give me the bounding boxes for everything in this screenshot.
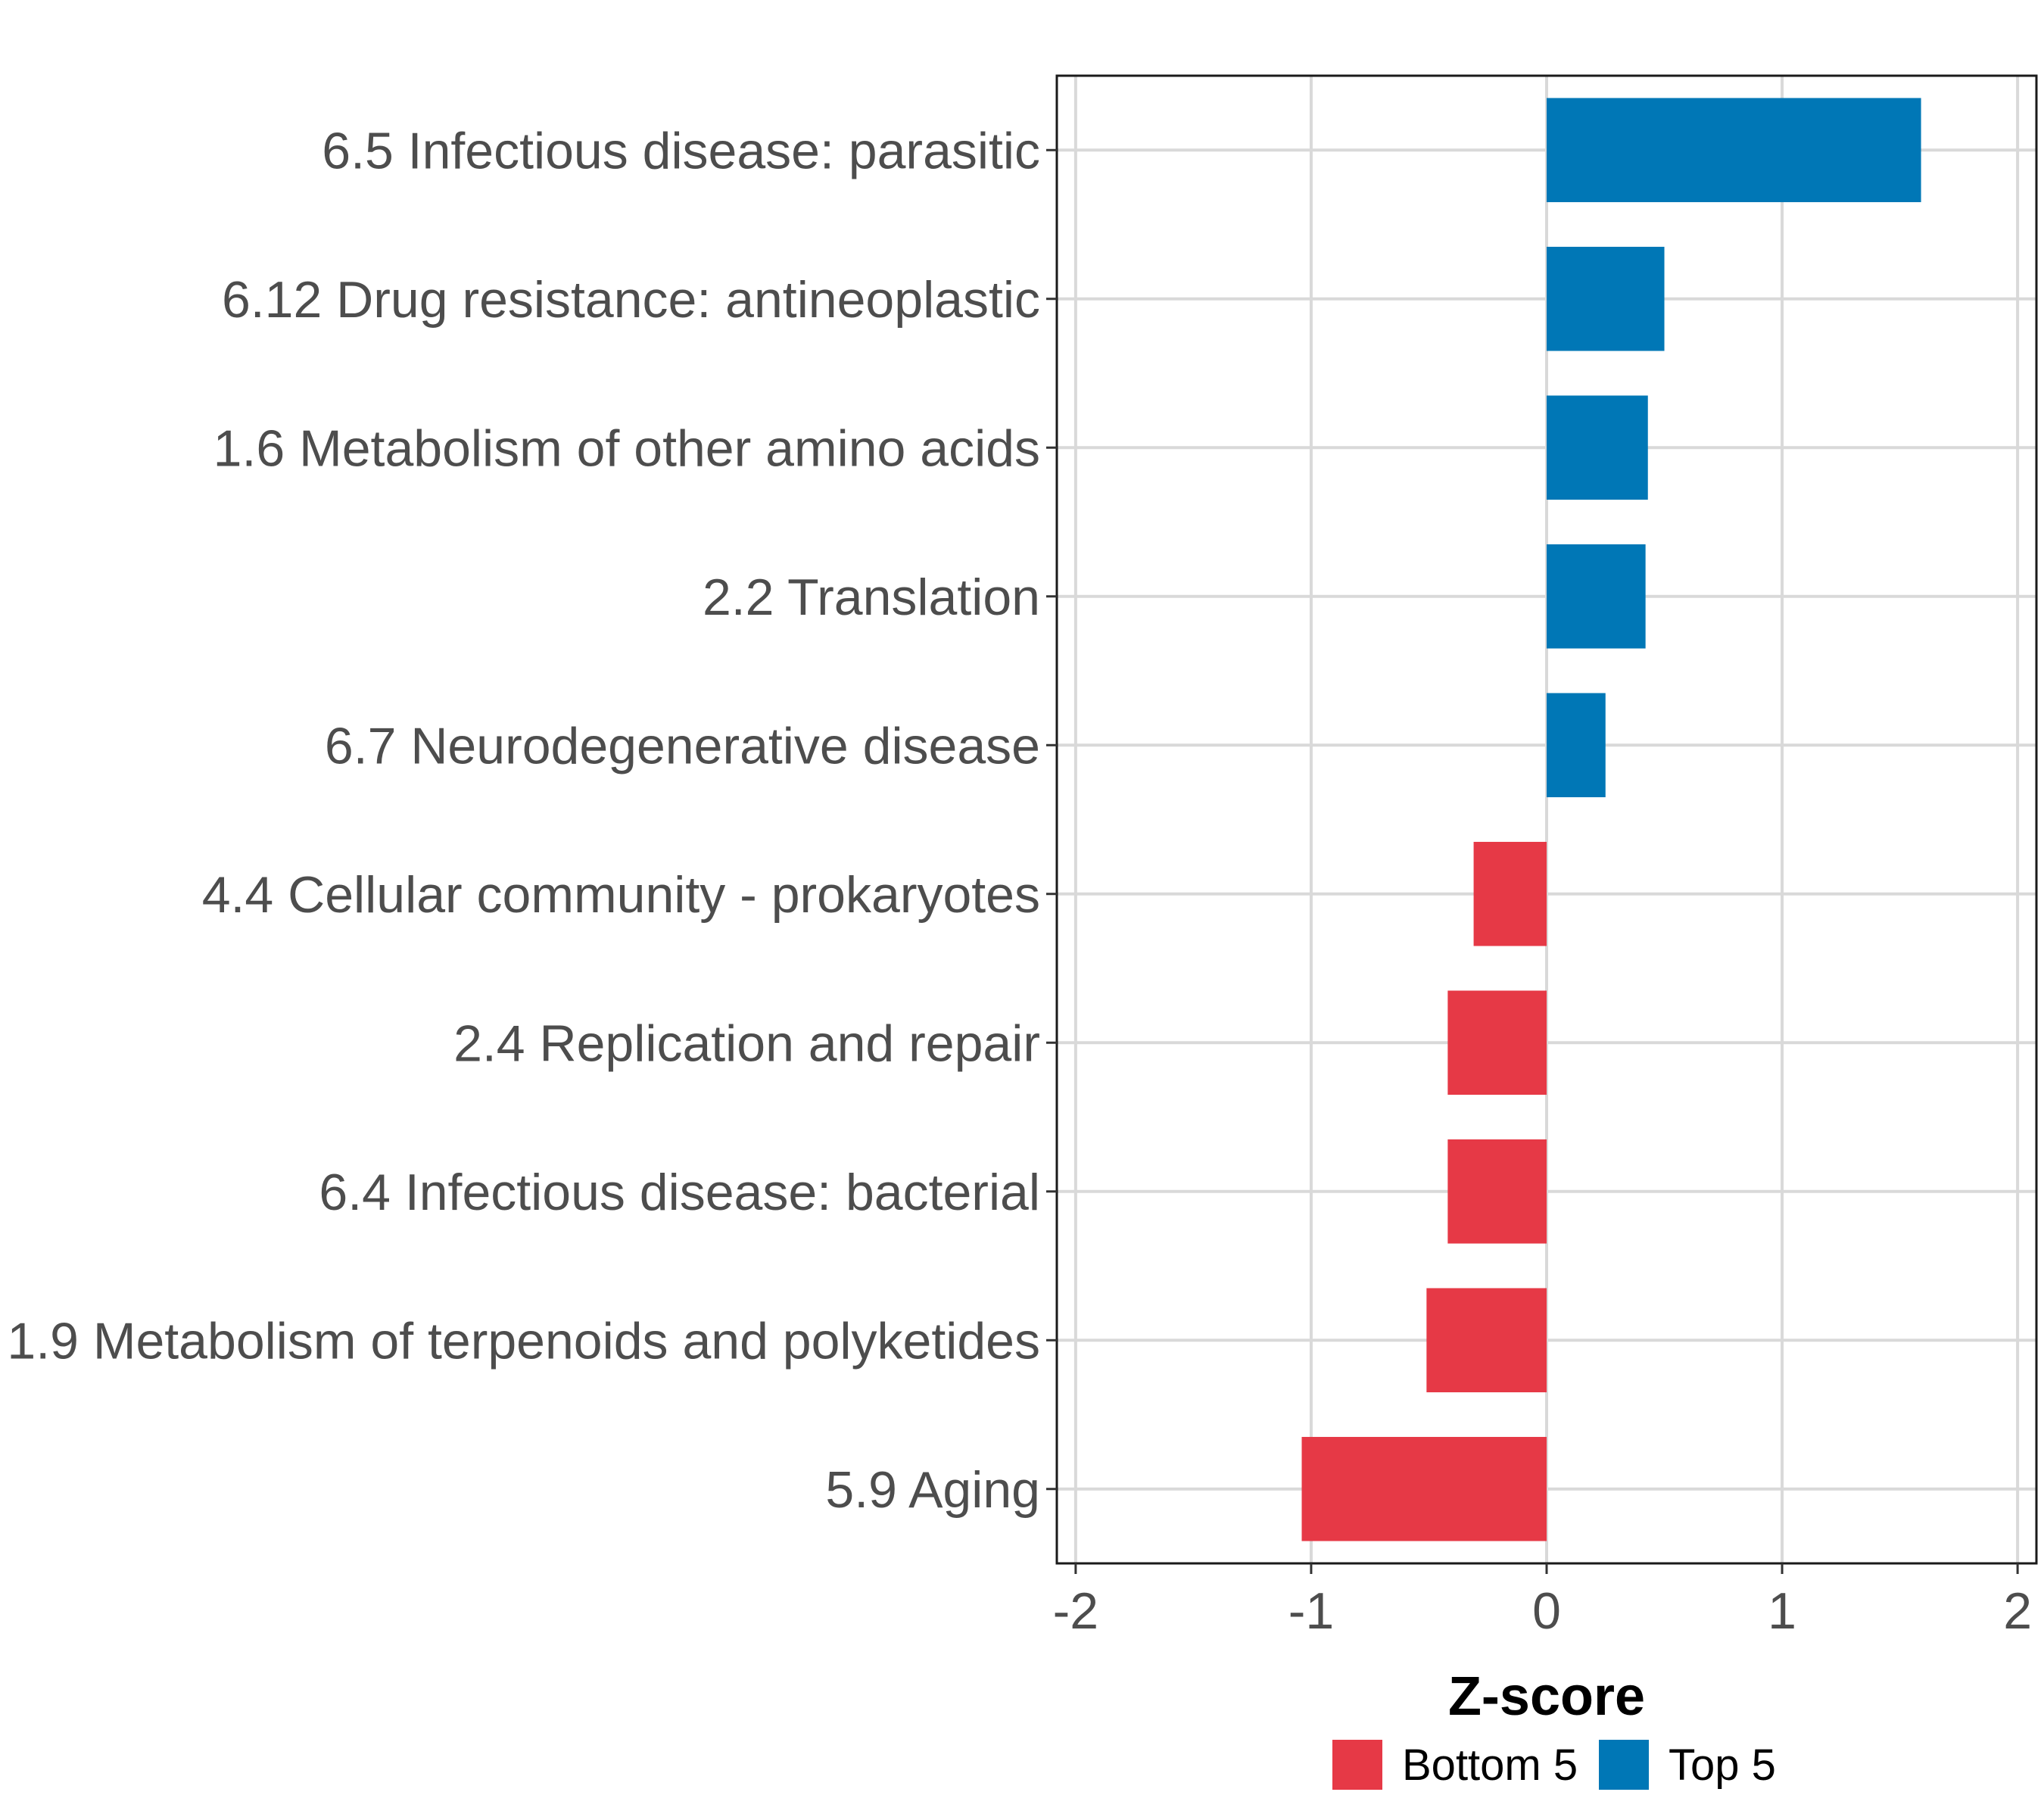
bar-4 [1547, 544, 1646, 649]
legend-key-1 [1332, 1740, 1382, 1790]
x-tick-label: 2 [2003, 1582, 2032, 1640]
y-tick-label: 4.4 Cellular community - prokaryotes [202, 866, 1040, 924]
bar-6 [1473, 841, 1547, 946]
bar-1 [1547, 98, 1921, 203]
legend-key-2 [1599, 1740, 1649, 1790]
bar-3 [1547, 395, 1648, 500]
x-tick-label: 1 [1768, 1582, 1796, 1640]
bar-10 [1301, 1436, 1547, 1541]
y-tick-label: 6.5 Infectious disease: parasitic [322, 122, 1040, 179]
y-tick-label: 5.9 Aging [825, 1461, 1040, 1519]
legend: Bottom 5 Top 5 [1332, 1740, 1776, 1790]
axis-layer: 6.5 Infectious disease: parasitic 6.12 Dr… [7, 122, 2032, 1640]
x-axis-title: Z-score [1448, 1666, 1645, 1727]
x-tick-label: -1 [1288, 1582, 1334, 1640]
legend-label: Top 5 [1669, 1741, 1776, 1790]
bar-7 [1447, 990, 1547, 1095]
x-tick-label: 0 [1532, 1582, 1561, 1640]
y-tick-label: 1.9 Metabolism of terpenoids and polyket… [7, 1312, 1040, 1370]
bar-layer [1301, 98, 1921, 1541]
bar-8 [1447, 1139, 1547, 1244]
bar-9 [1426, 1288, 1547, 1393]
bar-5 [1547, 693, 1606, 798]
y-tick-label: 6.4 Infectious disease: bacterial [319, 1164, 1040, 1221]
y-tick-label: 6.12 Drug resistance: antineoplastic [222, 271, 1040, 329]
y-tick-label: 2.2 Translation [703, 569, 1040, 626]
bar-2 [1547, 246, 1665, 351]
y-tick-label: 6.7 Neurodegenerative disease [325, 717, 1040, 774]
legend-label: Bottom 5 [1402, 1741, 1578, 1790]
y-tick-label: 2.4 Replication and repair [453, 1014, 1040, 1072]
y-tick-label: 1.6 Metabolism of other amino acids [213, 419, 1040, 477]
x-tick-label: -2 [1053, 1582, 1098, 1640]
